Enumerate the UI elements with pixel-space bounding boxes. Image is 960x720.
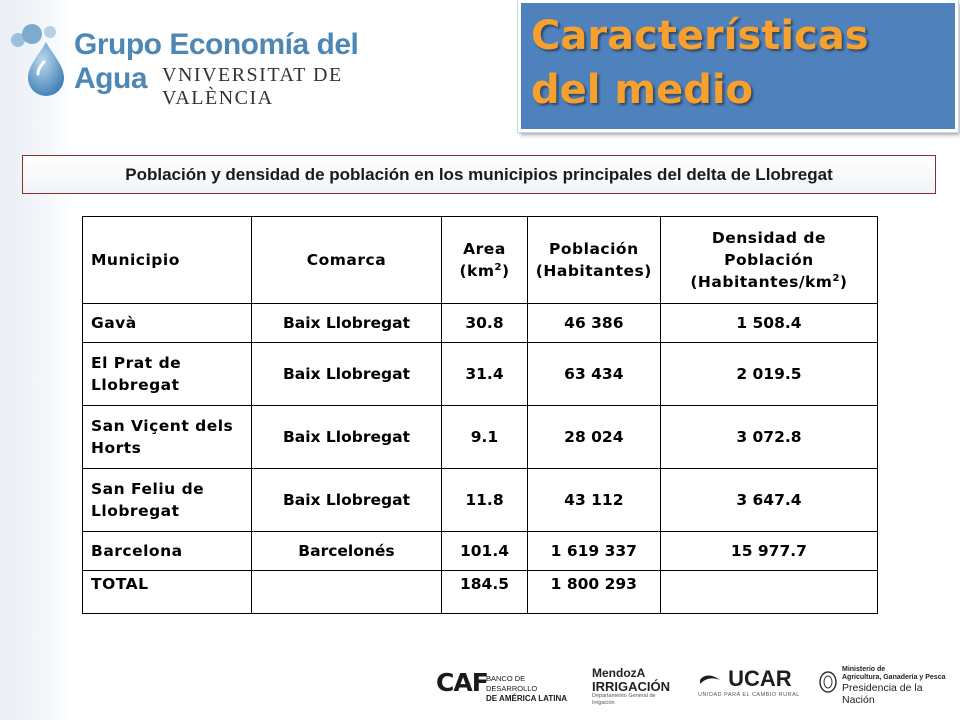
header-area-close: ) xyxy=(501,262,510,280)
cell-municipio: TOTAL xyxy=(82,570,252,614)
mendoza-line3: Departamento General de Irrigación xyxy=(592,693,656,706)
water-drops-icon xyxy=(11,24,64,96)
cell-municipio: San Feliu de Llobregat xyxy=(82,468,252,532)
cell-comarca: Barcelonés xyxy=(250,531,443,571)
cell-area: 31.4 xyxy=(441,342,528,406)
grupo-economia-agua-logo: Grupo Economía del Agua VNIVERSITAT DE V… xyxy=(8,22,428,109)
cell-poblacion: 1 619 337 xyxy=(526,531,661,571)
ucar-logo: UCAR UNIDAD PARA EL CAMBIO RURAL xyxy=(698,666,808,698)
caf-line2: DE AMÉRICA LATINA xyxy=(486,694,568,703)
cell-poblacion: 43 112 xyxy=(526,468,661,532)
header-densidad-line1: Densidad de xyxy=(711,229,826,247)
cell-comarca xyxy=(250,570,443,614)
caf-logo: CAF BANCO DE DESARROLLO DE AMÉRICA LATIN… xyxy=(436,668,567,703)
mendoza-irrigacion-logo: MendozA IRRIGACIÓN Departamento General … xyxy=(592,666,672,707)
header-densidad-line2: Población xyxy=(724,251,814,269)
header-area-label: Area xyxy=(463,240,506,258)
national-seal-icon xyxy=(819,671,837,693)
table-row: Gavà Baix Llobregat 30.8 46 386 1 508.4 xyxy=(82,303,879,343)
cell-densidad xyxy=(659,570,879,614)
cell-comarca: Baix Llobregat xyxy=(250,342,443,406)
cell-area: 184.5 xyxy=(441,570,528,614)
cell-area: 9.1 xyxy=(441,405,528,469)
cell-poblacion: 1 800 293 xyxy=(526,570,661,614)
logo-subtitle: VNIVERSITAT DE VALÈNCIA xyxy=(162,64,343,109)
cell-municipio: Barcelona xyxy=(82,531,252,571)
ministerio-line2: Agricultura, Ganadería y Pesca xyxy=(842,674,946,681)
table-row: San Feliu de Llobregat Baix Llobregat 11… xyxy=(82,468,879,532)
table-row: El Prat de Llobregat Baix Llobregat 31.4… xyxy=(82,342,879,406)
cell-densidad: 3 647.4 xyxy=(659,468,879,532)
cell-densidad: 2 019.5 xyxy=(659,342,879,406)
cell-municipio: Gavà xyxy=(82,303,252,343)
table-row: Barcelona Barcelonés 101.4 1 619 337 15 … xyxy=(82,531,879,571)
header-area-sup: 2 xyxy=(494,261,502,273)
ucar-subtitle: UNIDAD PARA EL CAMBIO RURAL xyxy=(698,692,800,698)
slide-title-box: Características del medio xyxy=(517,0,959,133)
header-densidad-sup: 2 xyxy=(832,272,840,284)
left-gradient-band xyxy=(0,0,72,720)
header-area-unit: (km xyxy=(459,262,495,280)
mendoza-line2: IRRIGACIÓN xyxy=(592,679,670,694)
cell-densidad: 3 072.8 xyxy=(659,405,879,469)
header-municipio: Municipio xyxy=(82,216,252,304)
header-area: Area (km2) xyxy=(441,216,528,304)
header-poblacion: Población (Habitantes) xyxy=(526,216,661,304)
ucar-text: UCAR xyxy=(728,666,792,691)
cell-comarca: Baix Llobregat xyxy=(250,303,443,343)
cell-densidad: 1 508.4 xyxy=(659,303,879,343)
header-densidad-close: ) xyxy=(839,273,848,291)
mendoza-line1: MendozA xyxy=(592,666,646,680)
table-caption: Población y densidad de población en los… xyxy=(22,155,936,194)
cell-comarca: Baix Llobregat xyxy=(250,405,443,469)
sponsor-logos: CAF BANCO DE DESARROLLO DE AMÉRICA LATIN… xyxy=(430,656,950,712)
table-total-row: TOTAL 184.5 1 800 293 xyxy=(82,570,879,614)
cell-poblacion: 28 024 xyxy=(526,405,661,469)
ucar-swoosh-icon xyxy=(700,675,720,685)
table-row: San Viçent dels Horts Baix Llobregat 9.1… xyxy=(82,405,879,469)
cell-municipio: San Viçent dels Horts xyxy=(82,405,252,469)
cell-densidad: 15 977.7 xyxy=(659,531,879,571)
header-poblacion-label: Población xyxy=(549,240,639,258)
caf-text: BANCO DE DESARROLLO DE AMÉRICA LATINA xyxy=(486,674,576,704)
cell-area: 11.8 xyxy=(441,468,528,532)
ministerio-line3: Presidencia de la Nación xyxy=(842,682,923,706)
cell-poblacion: 46 386 xyxy=(526,303,661,343)
ucar-mark: UCAR xyxy=(698,666,808,692)
caf-mark: CAF xyxy=(436,668,489,697)
cell-comarca: Baix Llobregat xyxy=(250,468,443,532)
cell-poblacion: 63 434 xyxy=(526,342,661,406)
ministerio-line1: Ministerio de xyxy=(842,666,886,673)
header-comarca: Comarca xyxy=(250,216,443,304)
table-header-row: Municipio Comarca Area (km2) Población (… xyxy=(82,216,879,304)
population-table: Municipio Comarca Area (km2) Población (… xyxy=(82,216,879,614)
cell-municipio: El Prat de Llobregat xyxy=(82,342,252,406)
slide-title: Características del medio xyxy=(531,13,869,113)
ministerio-logo: Ministerio de Agricultura, Ganadería y P… xyxy=(818,666,946,706)
cell-area: 30.8 xyxy=(441,303,528,343)
header-poblacion-unit: (Habitantes) xyxy=(535,262,652,280)
cell-area: 101.4 xyxy=(441,531,528,571)
header-densidad: Densidad de Población (Habitantes/km2) xyxy=(659,216,879,304)
header-densidad-unit: (Habitantes/km xyxy=(690,273,833,291)
caf-line1: BANCO DE DESARROLLO xyxy=(486,674,538,693)
logo-title: Grupo Economía del Agua xyxy=(74,28,359,95)
